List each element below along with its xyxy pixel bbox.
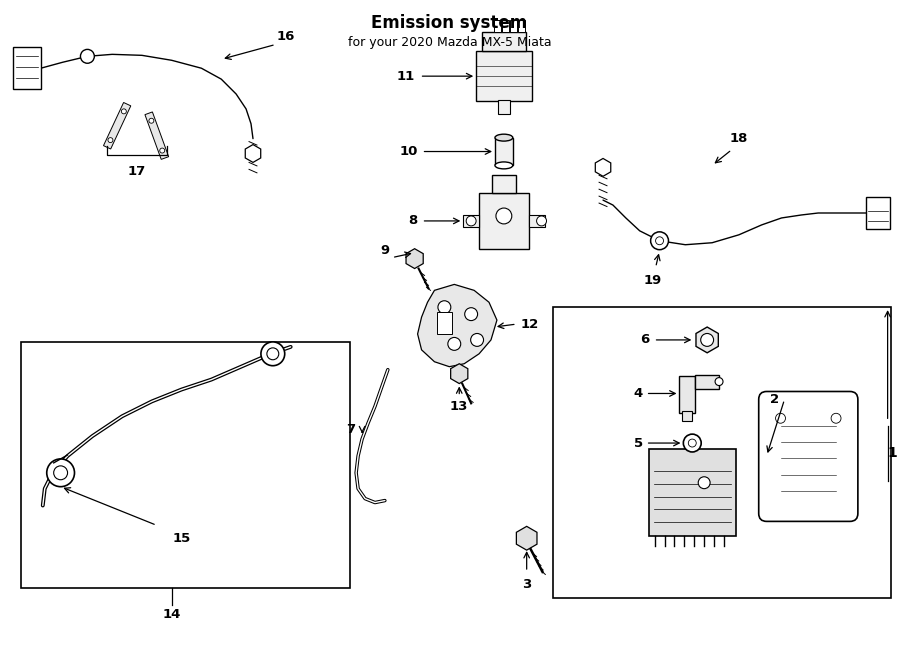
Polygon shape (696, 327, 718, 353)
Bar (554, 307, 891, 598)
Circle shape (698, 477, 710, 489)
Circle shape (471, 334, 483, 346)
Text: 5: 5 (634, 436, 643, 449)
Circle shape (464, 308, 478, 320)
Text: 17: 17 (128, 165, 146, 178)
Text: 9: 9 (381, 244, 390, 257)
Circle shape (261, 342, 284, 365)
Circle shape (80, 50, 94, 64)
Text: 13: 13 (450, 400, 468, 413)
Bar (495, 138, 513, 166)
Circle shape (536, 216, 546, 226)
Circle shape (47, 459, 75, 487)
Circle shape (716, 377, 723, 385)
Text: Emission system: Emission system (372, 14, 527, 32)
Polygon shape (406, 249, 423, 269)
Text: 3: 3 (522, 579, 531, 591)
Circle shape (448, 338, 461, 350)
Polygon shape (451, 363, 468, 383)
Polygon shape (418, 285, 497, 367)
Circle shape (438, 301, 451, 314)
Bar (649, 449, 736, 536)
Bar (502, 20, 508, 32)
Bar (498, 100, 509, 114)
Bar (866, 197, 889, 229)
Text: 10: 10 (400, 145, 418, 158)
Bar (682, 411, 692, 421)
Text: 19: 19 (644, 274, 662, 287)
Polygon shape (104, 103, 130, 149)
Circle shape (54, 466, 68, 480)
Bar (680, 375, 695, 413)
Text: 11: 11 (396, 70, 415, 83)
Polygon shape (517, 526, 537, 550)
Bar (476, 52, 532, 101)
Polygon shape (246, 144, 261, 162)
Text: 7: 7 (346, 422, 356, 436)
Circle shape (108, 138, 112, 142)
Circle shape (160, 148, 165, 153)
Bar (695, 375, 719, 389)
Polygon shape (595, 158, 611, 176)
Bar (492, 175, 516, 193)
Text: 18: 18 (730, 132, 748, 145)
Bar (13, 48, 40, 89)
Bar (479, 193, 528, 249)
Circle shape (651, 232, 669, 250)
Text: 8: 8 (409, 214, 418, 228)
Circle shape (267, 348, 279, 359)
Circle shape (683, 434, 701, 452)
Polygon shape (145, 112, 168, 160)
Circle shape (831, 413, 841, 423)
Bar (482, 32, 526, 52)
Text: 4: 4 (634, 387, 643, 400)
Circle shape (776, 413, 786, 423)
Text: for your 2020 Mazda MX-5 Miata: for your 2020 Mazda MX-5 Miata (347, 36, 551, 49)
Circle shape (466, 216, 476, 226)
Circle shape (148, 118, 154, 123)
Text: 2: 2 (770, 393, 779, 406)
Bar (509, 20, 517, 32)
Circle shape (655, 237, 663, 245)
Text: 15: 15 (173, 532, 191, 545)
Text: 16: 16 (276, 30, 295, 43)
Bar (21, 342, 350, 588)
Text: 1: 1 (887, 446, 897, 460)
Bar (687, 437, 698, 449)
Circle shape (688, 439, 697, 447)
Bar (528, 215, 544, 227)
Ellipse shape (495, 134, 513, 141)
Circle shape (701, 334, 714, 346)
Ellipse shape (495, 162, 513, 169)
Bar (518, 20, 525, 32)
Text: 12: 12 (521, 318, 539, 330)
FancyBboxPatch shape (759, 391, 858, 522)
Circle shape (496, 208, 512, 224)
Text: 6: 6 (641, 334, 650, 346)
Text: 14: 14 (163, 608, 181, 621)
Bar (494, 20, 501, 32)
Bar (464, 215, 479, 227)
Circle shape (122, 109, 126, 114)
Bar (437, 312, 453, 334)
